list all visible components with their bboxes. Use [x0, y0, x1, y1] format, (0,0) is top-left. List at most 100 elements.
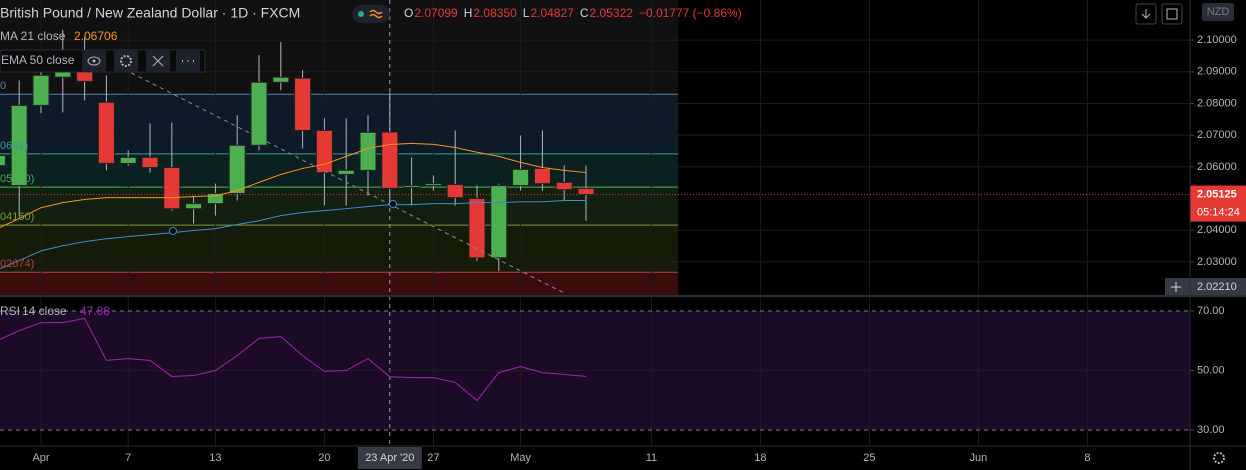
crosshair-time-box — [357, 447, 422, 469]
drawing-handle[interactable] — [169, 227, 177, 235]
last-price-box — [1190, 185, 1246, 222]
arrow-icon — [1141, 9, 1151, 19]
eye-icon — [87, 56, 101, 66]
price-change: −0.01777 (−0.86%) — [639, 6, 742, 20]
crosshair-price-box — [1165, 277, 1246, 296]
level-band — [0, 187, 678, 226]
candle-body — [250, 81, 268, 146]
candle-body — [555, 181, 573, 191]
indicator-name[interactable]: RSI — [0, 304, 20, 318]
indicator-params: 14 close — [22, 304, 67, 318]
y-tick-label: 2.09000 — [1197, 66, 1237, 78]
ohlc-value: 2.07099 — [414, 6, 458, 20]
x-tick-label: 11 — [646, 452, 657, 464]
candle-body — [577, 187, 595, 196]
x-tick-label: 20 — [318, 452, 330, 464]
indicator-name[interactable]: MA 21 close — [0, 29, 66, 43]
level-label: 02674) — [0, 258, 34, 270]
currency-box[interactable] — [1202, 3, 1234, 21]
indicator-line — [0, 199, 586, 270]
candle-body — [163, 166, 181, 210]
x-tick-label: Apr — [32, 452, 49, 464]
currency-label: NZD — [1207, 6, 1230, 18]
level-label: 05360) — [0, 173, 34, 185]
candle-body — [359, 131, 377, 171]
y-tick-label: 2.04000 — [1197, 224, 1237, 236]
x-tick-label: 27 — [427, 452, 439, 464]
y-tick-label: 2.03000 — [1197, 256, 1237, 268]
indicator-name[interactable]: EMA 50 close — [1, 53, 75, 67]
maximize-icon — [1166, 8, 1178, 20]
candle-body — [315, 129, 333, 174]
x-tick-label: 7 — [125, 452, 131, 464]
candle-body — [424, 183, 442, 187]
y-tick-label: 2.08000 — [1197, 97, 1237, 109]
ohlc-label: O — [404, 6, 413, 20]
y-tick-label: 50.00 — [1197, 364, 1225, 376]
candle-body — [533, 167, 551, 185]
candle-body — [10, 104, 28, 187]
candle-body — [97, 101, 115, 164]
candle-body — [512, 168, 530, 187]
y-tick-label: 2.06000 — [1197, 161, 1237, 173]
ohlc-label: L — [523, 6, 530, 20]
candle-body — [141, 156, 159, 168]
level-label: 0 — [0, 80, 6, 92]
candle-body — [403, 185, 421, 188]
candle-body — [119, 156, 137, 164]
candle-body — [294, 77, 312, 131]
level-band — [0, 272, 678, 295]
x-tick-label: 13 — [209, 452, 221, 464]
data-status-icon — [369, 9, 383, 19]
ohlc-value: 2.08350 — [473, 6, 517, 20]
candle-body — [206, 192, 224, 205]
y-tick-label: 2.10000 — [1197, 34, 1237, 46]
x-tick-label: 8 — [1084, 452, 1090, 464]
ohlc-value: 2.05322 — [590, 6, 634, 20]
level-label: 04160) — [0, 211, 34, 223]
rsi-line — [0, 317, 587, 402]
y-tick-label: 70.00 — [1197, 305, 1225, 317]
candle-body — [185, 203, 203, 210]
ohlc-label: C — [580, 6, 589, 20]
crosshair-time-label: 23 Apr '20 — [365, 452, 414, 464]
y-tick-label: 30.00 — [1197, 424, 1225, 436]
settings-gear[interactable] — [1213, 452, 1225, 464]
eye-icon — [92, 59, 96, 63]
last-price-label: 2.05125 — [1197, 188, 1237, 200]
candle-body — [490, 185, 508, 259]
status-pill[interactable] — [352, 5, 390, 23]
close-icon — [152, 55, 164, 67]
symbol-title[interactable]: British Pound / New Zealand Dollar · 1D … — [0, 5, 300, 21]
candle-body — [32, 74, 50, 106]
ohlc-value: 2.04827 — [530, 6, 574, 20]
maximize-button[interactable] — [1161, 3, 1183, 25]
crosshair-plus — [1171, 281, 1181, 292]
indicator-value: 2.06706 — [74, 29, 118, 43]
trend-line[interactable] — [109, 61, 567, 295]
level-label: 0641) — [0, 140, 28, 152]
x-tick-label: 25 — [863, 452, 875, 464]
countdown-label: 05:14:24 — [1197, 206, 1240, 218]
settings-button[interactable] — [114, 50, 138, 72]
x-tick-label: Jun — [970, 452, 988, 464]
indicator-value: 47.88 — [80, 304, 110, 318]
candle-body — [337, 169, 355, 175]
candle-body — [272, 76, 290, 83]
ohlc-label: H — [464, 6, 473, 20]
crosshair-price-label: 2.02210 — [1197, 281, 1237, 293]
indicator-line — [0, 142, 587, 228]
gear-icon — [120, 55, 132, 67]
level-band — [0, 225, 678, 273]
x-tick-label: 18 — [754, 452, 766, 464]
candle-body — [228, 144, 246, 194]
candle-body — [446, 184, 464, 199]
x-tick-label: May — [510, 452, 531, 464]
market-status-dot — [358, 11, 364, 17]
candle-body — [468, 198, 486, 259]
drawing-handle[interactable] — [389, 200, 397, 208]
candle-body — [381, 131, 399, 189]
y-tick-label: 2.07000 — [1197, 129, 1237, 141]
candle-body — [0, 154, 6, 167]
